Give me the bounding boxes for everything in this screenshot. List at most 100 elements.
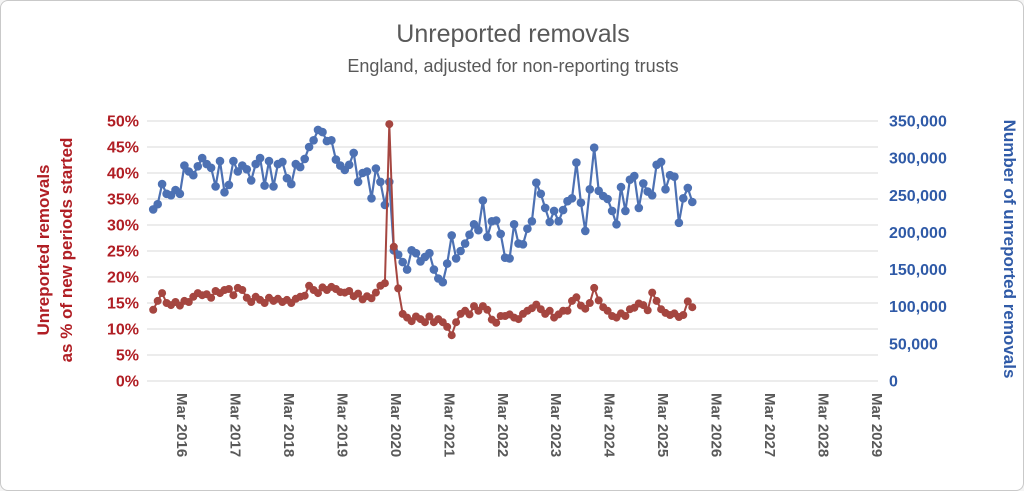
data-point-marker	[643, 306, 652, 315]
x-tick-label: Mar 2016	[173, 393, 190, 457]
data-point-marker	[367, 294, 376, 303]
data-point-marker	[246, 176, 256, 185]
data-point-marker	[585, 185, 595, 194]
data-point-marker	[282, 173, 292, 183]
data-point-marker	[287, 179, 296, 189]
left-tick-label: 40%	[107, 166, 139, 183]
data-point-marker	[402, 265, 412, 274]
left-axis-tick-labels: 50% 45% 40% 35% 30% 25% 20% 15% 10% 5% 0%	[107, 114, 139, 391]
x-axis-tick-labels: Mar 2016 Mar 2017 Mar 2018 Mar 2019 Mar 2020…	[173, 393, 885, 458]
data-point-marker	[558, 205, 568, 215]
data-point-marker	[197, 153, 207, 163]
chart-subtitle: England, adjusted for non-reporting trus…	[347, 56, 678, 76]
data-point-marker	[527, 217, 537, 226]
left-tick-label: 25%	[107, 244, 139, 261]
right-tick-label: 100,000	[889, 299, 947, 316]
data-point-marker	[429, 265, 439, 274]
data-point-marker	[670, 172, 679, 181]
x-tick-label: Mar 2029	[868, 393, 885, 457]
data-point-marker	[603, 194, 612, 204]
data-point-marker	[442, 259, 452, 268]
right-tick-label: 50,000	[889, 336, 938, 353]
data-point-marker	[585, 299, 594, 307]
right-tick-label: 250,000	[889, 188, 947, 205]
data-point-marker	[545, 217, 554, 227]
data-point-marker	[443, 322, 452, 331]
chart-title: Unreported removals	[396, 20, 629, 48]
data-point-marker	[683, 297, 692, 306]
series-number-of-unreported-removals	[148, 125, 697, 287]
data-point-marker	[238, 286, 247, 294]
data-point-marker	[496, 229, 506, 239]
x-tick-label: Mar 2021	[440, 393, 457, 457]
data-point-marker	[483, 232, 492, 242]
data-point-marker	[460, 239, 470, 248]
data-point-marker	[371, 164, 381, 173]
data-point-marker	[452, 318, 461, 327]
data-point-marker	[349, 148, 359, 158]
data-point-marker	[425, 312, 434, 321]
data-point-marker	[211, 182, 220, 191]
data-point-marker	[220, 188, 229, 197]
data-point-marker	[474, 225, 483, 235]
data-point-marker	[581, 226, 590, 236]
data-point-marker	[353, 177, 363, 187]
data-point-marker	[576, 198, 586, 207]
x-tick-label: Mar 2017	[226, 393, 243, 457]
data-point-marker	[327, 136, 336, 145]
data-point-marker	[590, 283, 599, 292]
data-point-marker	[206, 163, 216, 173]
data-point-marker	[233, 167, 243, 176]
data-point-marker	[688, 303, 697, 312]
data-point-marker	[309, 136, 318, 145]
left-tick-label: 10%	[107, 322, 139, 339]
x-tick-label: Mar 2024	[601, 393, 618, 458]
data-point-marker	[532, 178, 541, 187]
data-point-marker	[630, 171, 639, 181]
data-point-marker	[567, 194, 577, 203]
data-point-marker	[518, 240, 528, 249]
data-point-marker	[688, 197, 697, 207]
data-point-marker	[229, 156, 238, 166]
x-tick-label: Mar 2018	[280, 393, 297, 457]
data-point-marker	[153, 296, 162, 305]
data-point-marker	[157, 179, 167, 189]
data-point-marker	[438, 277, 448, 287]
series-percent-unreported-removals	[149, 120, 697, 340]
data-point-marker	[607, 206, 617, 216]
data-point-marker	[563, 306, 572, 315]
data-point-marker	[683, 183, 693, 193]
data-point-marker	[295, 162, 305, 172]
right-tick-label: 0	[889, 374, 898, 391]
data-point-marker	[456, 246, 465, 256]
data-point-marker	[255, 153, 265, 163]
data-point-marker	[389, 242, 398, 251]
data-point-marker	[523, 224, 532, 233]
data-point-marker	[380, 279, 389, 288]
data-point-marker	[469, 220, 479, 229]
data-point-marker	[376, 177, 385, 187]
left-axis-title-line1: Unreported removals	[34, 165, 53, 336]
data-point-marker	[679, 311, 688, 319]
right-tick-label: 350,000	[889, 114, 947, 131]
data-point-marker	[589, 143, 599, 152]
data-point-marker	[224, 285, 233, 293]
data-point-marker	[545, 306, 554, 315]
data-point-marker	[149, 305, 158, 314]
data-point-marker	[616, 182, 626, 192]
data-point-marker	[251, 159, 260, 169]
data-point-marker	[621, 312, 630, 320]
data-point-marker	[425, 248, 434, 258]
right-axis-tick-labels: 350,000 300,000 250,000 200,000 150,000 100,0…	[889, 114, 947, 391]
data-point-marker	[652, 296, 661, 305]
x-tick-label: Mar 2027	[761, 393, 778, 457]
data-point-marker	[679, 194, 688, 203]
x-tick-label: Mar 2026	[708, 393, 725, 457]
data-point-marker	[594, 296, 603, 305]
data-point-marker	[421, 318, 429, 327]
data-point-marker	[639, 179, 648, 188]
data-point-marker	[674, 218, 684, 228]
data-point-marker	[505, 254, 514, 263]
data-point-marker	[300, 154, 310, 164]
